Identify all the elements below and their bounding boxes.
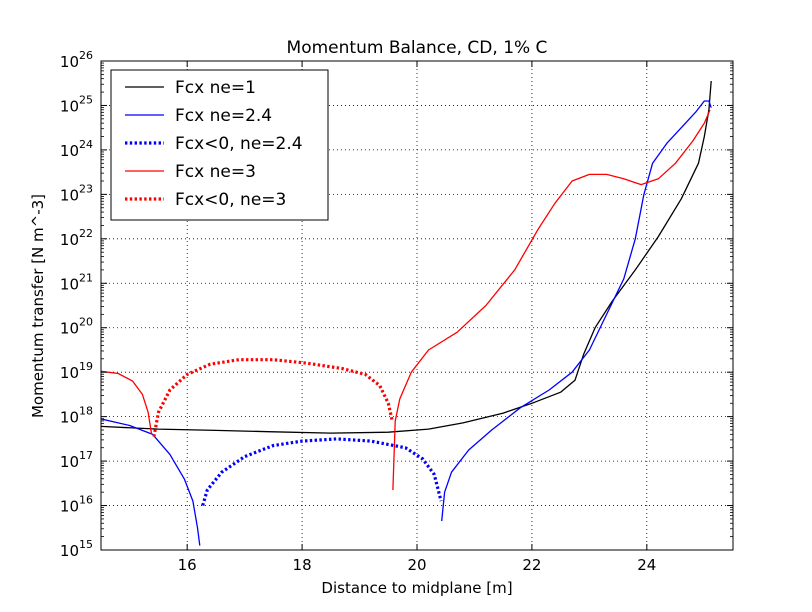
y-tick-exponent: 21 [79, 271, 93, 284]
x-tick-label: 22 [522, 556, 541, 574]
series-lines [101, 80, 712, 546]
y-tick-label: 1015 [60, 538, 93, 560]
x-tick-label: 20 [407, 556, 426, 574]
legend-label: Fcx ne=2.4 [175, 106, 272, 126]
y-tick-exponent: 15 [79, 538, 93, 551]
y-axis-label: Momentum transfer [N m^-3] [29, 194, 47, 418]
chart-title: Momentum Balance, CD, 1% C [287, 38, 548, 58]
y-tick-base: 10 [60, 97, 79, 115]
series-line-fcx-0-ne-3 [152, 358, 394, 437]
x-tick-label: 16 [178, 556, 197, 574]
y-tick-label: 1023 [60, 182, 93, 204]
y-tick-exponent: 22 [79, 227, 93, 240]
y-tick-base: 10 [60, 320, 79, 338]
x-tick-labels: 16 18 20 22 24 [178, 556, 657, 574]
x-axis-label: Distance to midplane [m] [321, 579, 512, 597]
y-tick-label: 1022 [60, 227, 93, 249]
grid-lines [101, 61, 733, 550]
y-tick-exponent: 24 [79, 138, 93, 151]
y-tick-exponent: 16 [79, 494, 93, 507]
legend-label: Fcx<0, ne=3 [175, 190, 286, 210]
series-line-fcx-ne-2-4 [101, 418, 201, 546]
y-tick-label: 1019 [60, 360, 93, 382]
y-tick-base: 10 [60, 53, 79, 71]
y-tick-exponent: 18 [79, 405, 93, 418]
x-tick-label: 18 [293, 556, 312, 574]
y-tick-base: 10 [60, 275, 79, 293]
y-tick-exponent: 17 [79, 449, 93, 462]
y-tick-base: 10 [60, 231, 79, 249]
y-tick-base: 10 [60, 498, 79, 516]
y-tick-base: 10 [60, 409, 79, 427]
y-tick-label: 1018 [60, 405, 93, 427]
legend-box [110, 69, 329, 221]
y-tick-base: 10 [60, 542, 79, 560]
y-tick-exponent: 19 [79, 360, 93, 373]
y-tick-exponent: 20 [79, 316, 93, 329]
y-tick-label: 1020 [60, 316, 93, 338]
y-tick-label: 1025 [60, 93, 93, 115]
series-line-fcx-0-ne-2-4 [201, 437, 443, 506]
legend-label: Fcx<0, ne=2.4 [175, 134, 303, 154]
y-tick-exponent: 26 [79, 49, 93, 62]
y-tick-label: 1026 [60, 49, 93, 71]
y-tick-labels: 1015101610171018101910201021102210231024… [60, 49, 93, 560]
y-tick-base: 10 [60, 186, 79, 204]
series-line-fcx-ne-1 [101, 80, 712, 434]
y-tick-exponent: 23 [79, 182, 93, 195]
y-tick-label: 1017 [60, 449, 93, 471]
x-tick-label: 24 [637, 556, 656, 574]
y-tick-base: 10 [60, 453, 79, 471]
series-line-fcx-ne-3 [101, 370, 153, 435]
y-tick-label: 1016 [60, 494, 93, 516]
series-line-fcx-ne-3 [392, 109, 711, 491]
y-tick-base: 10 [60, 364, 79, 382]
legend-label: Fcx ne=3 [175, 162, 256, 182]
legend: Fcx ne=1 Fcx ne=2.4 Fcx<0, ne=2.4 Fcx ne=3 F… [110, 69, 329, 221]
legend-label: Fcx ne=1 [175, 78, 256, 98]
series-line-fcx-ne-2-4 [441, 100, 712, 522]
y-tick-label: 1021 [60, 271, 93, 293]
y-tick-label: 1024 [60, 138, 93, 160]
y-tick-base: 10 [60, 142, 79, 160]
axis-ticks [101, 60, 733, 551]
y-tick-exponent: 25 [79, 93, 93, 106]
